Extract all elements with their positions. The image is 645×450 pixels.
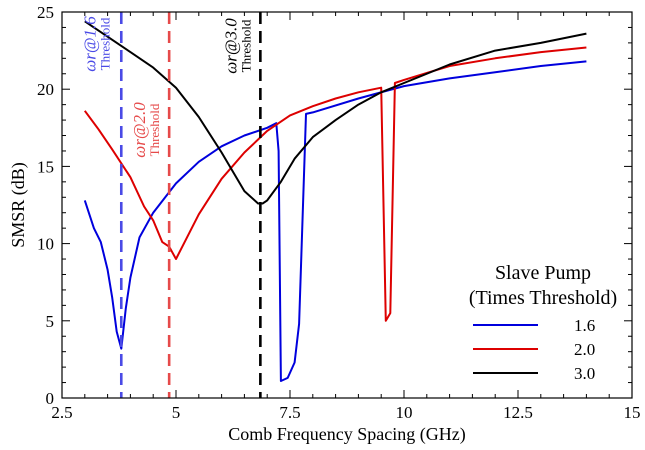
threshold-label-1: ωr@1.6 — [80, 16, 99, 72]
y-axis-label: SMSR (dB) — [8, 162, 29, 248]
legend-label: 1.6 — [574, 316, 595, 335]
x-tick-label: 7.5 — [279, 403, 300, 422]
legend-label: 2.0 — [574, 340, 595, 359]
legend-label: 3.0 — [574, 364, 595, 383]
series-line-1-6 — [83, 60, 587, 382]
axes-frame — [61, 11, 633, 399]
legend: Slave Pump (Times Threshold) 1.6 2.0 3.0 — [469, 262, 617, 383]
x-tick-label: 2.5 — [51, 403, 72, 422]
x-tick-label: 10 — [396, 403, 413, 422]
y-tick-label: 0 — [46, 389, 55, 408]
x-tick-label: 5 — [172, 403, 181, 422]
threshold-label-2: ωr@2.0 — [130, 102, 149, 158]
x-tick-label: 12.5 — [503, 403, 533, 422]
x-tick-label: 15 — [624, 403, 641, 422]
x-axis-label: Comb Frequency Spacing (GHz) — [228, 424, 465, 445]
threshold-label-3: ωr@3.0 — [221, 18, 240, 74]
threshold-sublabel-1: Threshold — [97, 17, 112, 70]
plot-area — [83, 20, 587, 382]
series-line-2-0 — [83, 46, 587, 322]
y-tick-label: 25 — [37, 3, 54, 22]
y-tick-label: 15 — [37, 157, 54, 176]
legend-title-line1: Slave Pump — [495, 262, 591, 284]
y-tick-label: 20 — [37, 80, 54, 99]
axis-ticks: 2.5 5 7.5 10 12.5 15 0 5 10 15 20 25 — [37, 3, 641, 422]
y-tick-label: 10 — [37, 235, 54, 254]
threshold-lines: ωr@1.6Thresholdωr@2.0Thresholdωr@3.0Thre… — [80, 12, 262, 398]
legend-title-line2: (Times Threshold) — [469, 287, 617, 309]
y-tick-label: 5 — [46, 312, 55, 331]
series-line-3-0 — [84, 20, 587, 205]
threshold-sublabel-3: Threshold — [238, 19, 253, 72]
threshold-sublabel-2: Threshold — [147, 103, 162, 156]
